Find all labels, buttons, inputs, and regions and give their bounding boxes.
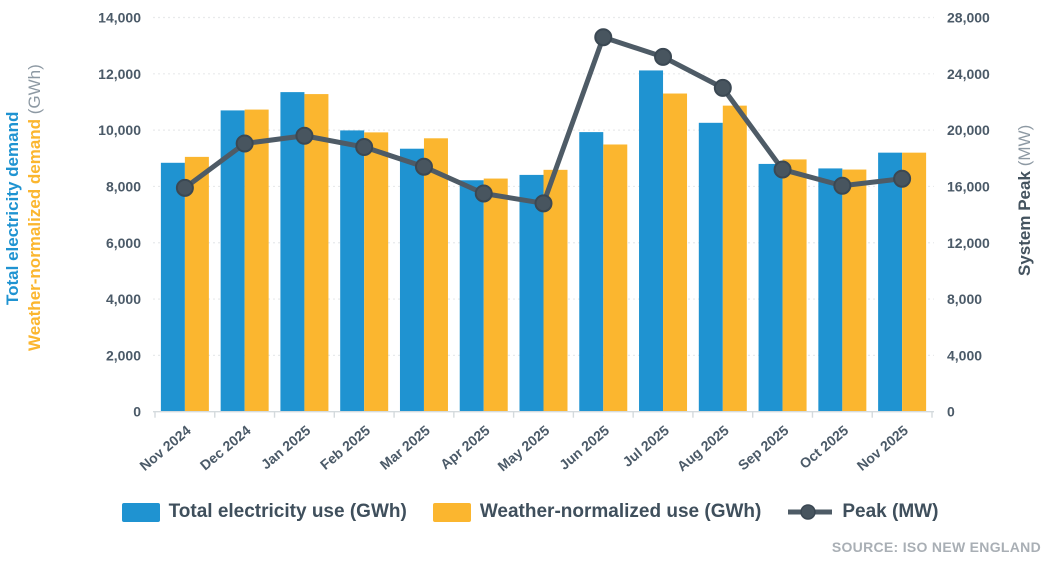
x-axis-tick-label: Nov 2025 [854,422,912,474]
bar-total [459,180,484,412]
peak-point [235,134,254,153]
bar-total [758,163,783,412]
bar-total [639,70,664,412]
legend-item-normalized: Weather-normalized use (GWh) [432,501,762,523]
bar-total [340,130,365,412]
x-axis-tick-label: Dec 2024 [197,422,254,473]
x-axis-tick-label: Jun 2025 [556,422,612,473]
bar-total [399,148,424,412]
bar-total [160,162,185,412]
bar-normalized [603,144,628,412]
x-axis-tick-label: Feb 2025 [317,422,373,473]
legend-item-total: Total electricity use (GWh) [121,501,407,523]
y-axis-tick-label-right: 20,000 [947,122,990,138]
x-axis-tick-label: Nov 2024 [136,422,194,474]
bar-total [280,92,305,412]
bar-normalized [842,169,867,412]
bar-total [579,132,604,412]
legend-label-total: Total electricity use (GWh) [168,501,407,522]
bar-normalized [902,152,927,412]
legend-label-normalized: Weather-normalized use (GWh) [479,501,762,522]
bar-normalized [244,109,269,412]
y-axis-tick-label-left: 6,000 [106,235,141,251]
x-axis-tick-label: Apr 2025 [437,422,493,472]
peak-point [833,176,852,195]
peak-point [893,169,912,188]
bar-normalized [722,105,747,412]
x-axis-tick-label: Mar 2025 [377,422,433,473]
y-axis-tick-label-left: 12,000 [98,66,141,82]
peak-point [414,157,433,176]
y-axis-tick-label-right: 8,000 [947,291,982,307]
bar-normalized [184,156,209,412]
y-axis-tick-label-left: 14,000 [98,10,141,26]
legend-swatch-total-icon [121,502,160,522]
y-axis-tick-label-left: 10,000 [98,122,141,138]
bar-total [698,122,723,412]
peak-point [713,78,732,97]
x-axis-tick-label: Jan 2025 [258,422,314,472]
y-axis-tick-label-left: 8,000 [106,178,141,194]
y-axis-tick-label-right: 12,000 [947,235,990,251]
bar-normalized [483,178,508,412]
peak-point [773,160,792,179]
bar-total [878,152,903,412]
y-axis-tick-label-right: 24,000 [947,66,990,82]
x-axis-tick-label: Jul 2025 [619,422,672,470]
bar-total [818,168,843,412]
source-credit: SOURCE: ISO NEW ENGLAND [831,539,1041,555]
y-axis-tick-label-right: 16,000 [947,178,990,194]
legend-item-peak: Peak (MW) [787,501,938,523]
bar-normalized [782,159,807,412]
x-axis-tick-label: Aug 2025 [674,422,732,474]
bar-normalized [663,93,688,412]
y-axis-tick-label-right: 0 [947,404,955,420]
legend-swatch-normalized-icon [432,502,471,522]
y-axis-tick-label-left: 0 [133,404,141,420]
peak-point [474,184,493,203]
peak-point [594,28,613,47]
x-axis-tick-label: May 2025 [494,422,552,474]
bar-total [519,174,544,412]
peak-point [175,178,194,197]
x-axis-tick-label: Oct 2025 [796,422,851,472]
bar-normalized [423,138,448,412]
plot-svg: 0 2,000 4,000 6,000 8,000 10,000 12,000 14,000 0… [98,10,990,475]
legend: Total electricity use (GWh) Weather-norm… [0,501,1060,523]
x-axis-tick-label: Sep 2025 [735,422,792,473]
bar-normalized [304,94,329,412]
peak-point [355,138,374,157]
peak-point [295,126,314,145]
y-axis-tick-label-right: 28,000 [947,10,990,26]
y-axis-tick-label-left: 4,000 [106,291,141,307]
bar-normalized [364,132,389,412]
legend-peak-line-marker-icon [788,504,833,520]
y-axis-tick-label-left: 2,000 [106,347,141,363]
y-axis-tick-label-right: 4,000 [947,347,982,363]
legend-label-peak: Peak (MW) [842,501,939,522]
peak-point [654,47,673,66]
peak-point [534,194,553,213]
